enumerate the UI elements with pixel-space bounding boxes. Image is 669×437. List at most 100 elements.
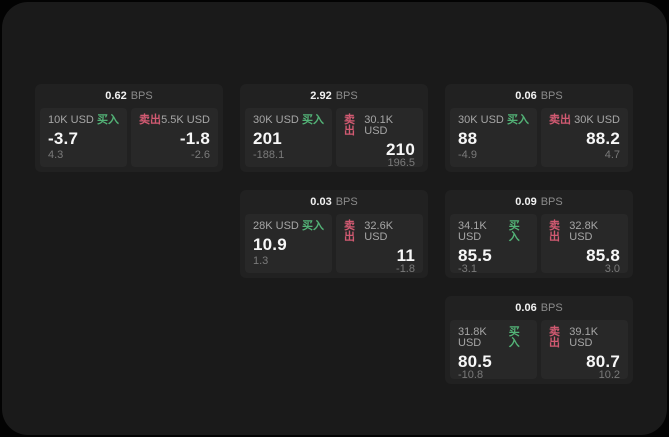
sell-delta: -2.6 [191,149,210,161]
buy-label-row: 28K USD 买入 [253,221,324,232]
bps-value: 0.09 [515,195,537,208]
bps-unit-label: BPS [130,89,153,102]
sell-tag: 卖出 [549,220,560,243]
sell-price: 11 [396,246,415,265]
sell-delta: -1.8 [396,263,415,275]
buy-panel[interactable]: 31.8K USD 买入 80.5 -10.8 [450,320,537,381]
sell-label-row: 卖出 30.1K USD [344,115,415,137]
buy-panel[interactable]: 34.1K USD 买入 85.5 -3.1 [450,214,537,275]
sell-label-row: 卖出 32.6K USD [344,221,415,243]
sell-panel[interactable]: 卖出 5.5K USD -1.8 -2.6 [131,108,218,167]
bps-header: 0.06 BPS [450,84,628,108]
buy-price: -3.7 [48,129,79,148]
buy-amount: 31.8K USD [458,326,487,349]
quote-card: 0.09 BPS 34.1K USD 买入 85.5 -3.1 卖出 32.8K… [445,190,633,278]
buy-sell-panels: 30K USD 买入 88 -4.9 卖出 30K USD 88.2 4.7 [450,108,628,167]
buy-tag: 买入 [507,114,529,126]
buy-tag: 买入 [302,114,324,126]
buy-sell-panels: 34.1K USD 买入 85.5 -3.1 卖出 32.8K USD 85.8… [450,214,628,275]
sell-tag: 卖出 [549,326,560,349]
buy-tag: 买入 [508,326,520,349]
buy-amount: 30K USD [253,114,299,126]
sell-amount: 32.8K USD [569,220,599,243]
buy-amount: 30K USD [458,114,504,126]
sell-tag: 卖出 [549,114,571,126]
buy-price: 80.5 [458,352,492,371]
sell-tag: 卖出 [344,114,355,137]
buy-delta: -188.1 [253,149,285,161]
quote-card: 0.62 BPS 10K USD 买入 -3.7 4.3 卖出 5.5K USD… [35,84,223,172]
bps-value: 0.62 [105,89,127,102]
sell-price: 88.2 [586,129,620,148]
buy-delta: -3.1 [458,263,477,275]
sell-tag: 卖出 [344,220,355,243]
quotes-grid: 0.62 BPS 10K USD 买入 -3.7 4.3 卖出 5.5K USD… [35,84,633,384]
buy-delta: 1.3 [253,255,269,267]
buy-label-row: 34.1K USD 买入 [458,221,529,243]
bps-unit-label: BPS [335,195,358,208]
buy-panel[interactable]: 10K USD 买入 -3.7 4.3 [40,108,127,167]
sell-price: 210 [386,140,415,159]
sell-label-row: 卖出 32.8K USD [549,221,620,243]
sell-tag: 卖出 [139,114,161,126]
bps-value: 0.03 [310,195,332,208]
quote-card: 2.92 BPS 30K USD 买入 201 -188.1 卖出 30.1K … [240,84,428,172]
buy-label-row: 30K USD 买入 [253,115,324,126]
buy-sell-panels: 30K USD 买入 201 -188.1 卖出 30.1K USD 210 1… [245,108,423,169]
buy-amount: 10K USD [48,114,94,126]
buy-label-row: 31.8K USD 买入 [458,327,529,349]
sell-delta: 4.7 [604,149,620,161]
quote-card: 0.06 BPS 30K USD 买入 88 -4.9 卖出 30K USD 8… [445,84,633,172]
quote-card: 0.06 BPS 31.8K USD 买入 80.5 -10.8 卖出 39.1… [445,296,633,384]
sell-panel[interactable]: 卖出 30.1K USD 210 196.5 [336,108,423,169]
sell-label-row: 卖出 30K USD [549,115,620,126]
sell-label-row: 卖出 5.5K USD [139,115,210,126]
sell-panel[interactable]: 卖出 32.6K USD 11 -1.8 [336,214,423,275]
bps-unit-label: BPS [540,301,563,314]
bps-value: 0.06 [515,301,537,314]
bps-value: 0.06 [515,89,537,102]
sell-price: 80.7 [586,352,620,371]
sell-amount: 5.5K USD [161,114,210,126]
buy-sell-panels: 28K USD 买入 10.9 1.3 卖出 32.6K USD 11 -1.8 [245,214,423,275]
bps-unit-label: BPS [540,89,563,102]
buy-delta: -10.8 [458,369,484,381]
bps-header: 0.03 BPS [245,190,423,214]
sell-panel[interactable]: 卖出 30K USD 88.2 4.7 [541,108,628,167]
bps-value: 2.92 [310,89,332,102]
buy-sell-panels: 10K USD 买入 -3.7 4.3 卖出 5.5K USD -1.8 -2.… [40,108,218,167]
buy-price: 85.5 [458,246,492,265]
sell-amount: 32.6K USD [364,220,394,243]
buy-label-row: 10K USD 买入 [48,115,119,126]
bps-unit-label: BPS [335,89,358,102]
buy-delta: 4.3 [48,149,64,161]
buy-tag: 买入 [508,220,520,243]
sell-price: -1.8 [179,129,210,148]
buy-amount: 34.1K USD [458,220,487,243]
buy-amount: 28K USD [253,220,299,232]
sell-amount: 30.1K USD [364,114,394,137]
bps-header: 0.62 BPS [40,84,218,108]
bps-header: 0.09 BPS [450,190,628,214]
bps-header: 2.92 BPS [245,84,423,108]
buy-delta: -4.9 [458,149,477,161]
buy-sell-panels: 31.8K USD 买入 80.5 -10.8 卖出 39.1K USD 80.… [450,320,628,381]
buy-price: 10.9 [253,235,287,254]
sell-panel[interactable]: 卖出 32.8K USD 85.8 3.0 [541,214,628,275]
buy-tag: 买入 [97,114,119,126]
sell-amount: 39.1K USD [569,326,599,349]
buy-panel[interactable]: 30K USD 买入 201 -188.1 [245,108,332,167]
sell-delta: 10.2 [598,369,620,381]
bps-header: 0.06 BPS [450,296,628,320]
buy-price: 88 [458,129,478,148]
sell-delta: 3.0 [604,263,620,275]
bps-unit-label: BPS [540,195,563,208]
buy-panel[interactable]: 28K USD 买入 10.9 1.3 [245,214,332,273]
sell-panel[interactable]: 卖出 39.1K USD 80.7 10.2 [541,320,628,381]
buy-panel[interactable]: 30K USD 买入 88 -4.9 [450,108,537,167]
sell-label-row: 卖出 39.1K USD [549,327,620,349]
buy-price: 201 [253,129,282,148]
sell-delta: 196.5 [387,157,415,169]
